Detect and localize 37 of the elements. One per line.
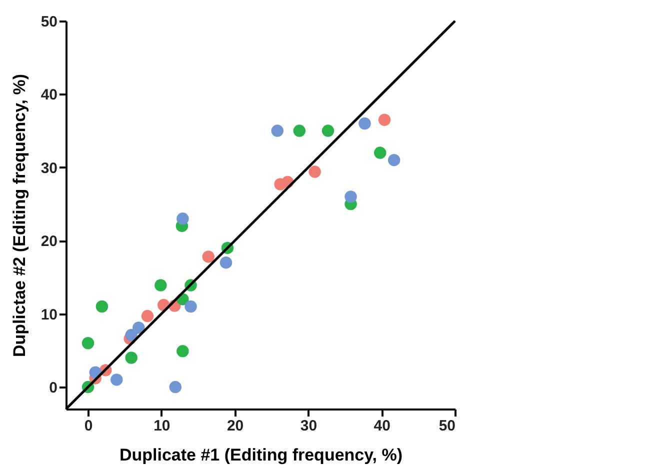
point (388, 154, 400, 166)
x-axis-title: Duplicate #1 (Editing frequency, %) (119, 446, 403, 464)
point (220, 256, 232, 269)
point (176, 345, 189, 358)
x-tick-label: 40 (374, 418, 390, 434)
point (358, 117, 371, 130)
point (374, 146, 386, 159)
y-tick-label: 10 (40, 306, 58, 324)
point (293, 124, 306, 137)
x-tick-label: 0 (84, 418, 93, 434)
point (154, 279, 167, 292)
x-tick-label: 20 (226, 418, 244, 434)
y-tick-label: 0 (49, 380, 58, 397)
y-axis-title: Duplictae #2 (Editing frequency, %) (10, 74, 29, 358)
point (125, 328, 138, 342)
point (322, 124, 334, 137)
point (176, 212, 189, 225)
point (96, 300, 108, 313)
point (169, 380, 182, 394)
point (274, 178, 286, 190)
point (82, 337, 94, 350)
y-tick-label: 20 (40, 233, 58, 250)
point (202, 250, 215, 263)
y-tick-label: 50 (40, 14, 58, 30)
point (344, 190, 357, 203)
point (125, 352, 138, 364)
point (141, 310, 154, 322)
x-tick-label: 30 (300, 418, 318, 434)
y-tick-label: 30 (40, 160, 58, 177)
point (308, 166, 321, 178)
point (271, 124, 284, 137)
x-tick-label: 10 (154, 418, 170, 434)
x-tick-label: 50 (438, 418, 456, 434)
point (110, 374, 123, 386)
point (184, 300, 197, 313)
y-tick-label: 40 (40, 86, 58, 104)
point (378, 114, 391, 126)
